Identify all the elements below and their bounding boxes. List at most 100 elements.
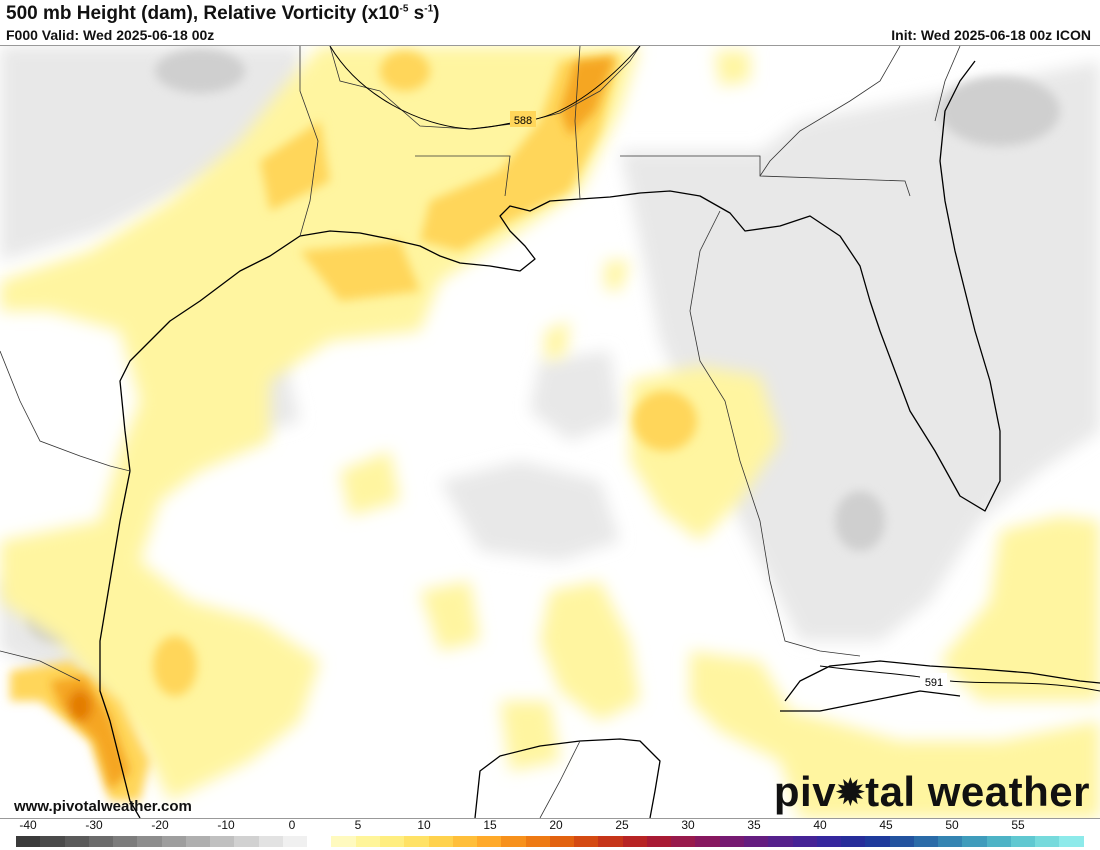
colorbar-tick-label: 25 <box>615 818 629 832</box>
colorbar-tick-label: 35 <box>747 818 761 832</box>
colorbar-swatch <box>1035 836 1060 847</box>
neg-area <box>0 46 300 261</box>
colorbar-swatch <box>768 836 793 847</box>
colorbar-swatch <box>331 836 356 847</box>
colorbar-swatch <box>574 836 599 847</box>
strong-core <box>68 690 92 722</box>
colorbar-tick-label: 30 <box>681 818 695 832</box>
pos-area <box>690 651 1100 818</box>
colorbar-swatch <box>307 836 332 847</box>
colorbar-swatch <box>743 836 769 847</box>
website-url[interactable]: www.pivotalweather.com <box>14 798 192 815</box>
contour-588-label-bg <box>510 111 536 127</box>
pos-area <box>605 261 630 291</box>
neg-core <box>835 491 885 551</box>
colorbar-swatch <box>137 836 162 847</box>
pos-area <box>940 516 1100 701</box>
neg-core <box>940 76 1060 146</box>
border <box>759 46 901 177</box>
border <box>415 155 511 197</box>
colorbar-swatch <box>64 836 89 847</box>
pos-area <box>545 321 570 361</box>
colorbar-tick-label: -10 <box>217 818 235 832</box>
colorbar-swatch <box>185 836 211 847</box>
colorbar-tick-label: 20 <box>549 818 563 832</box>
valid-time: F000 Valid: Wed 2025-06-18 00z <box>6 27 215 43</box>
colorbar-swatch <box>622 836 647 847</box>
colorbar-swatch <box>88 836 114 847</box>
colorbar-tick-label: -20 <box>151 818 169 832</box>
colorbar-swatch <box>16 836 41 847</box>
colorbar-swatch <box>210 836 235 847</box>
colorbar-swatch <box>913 836 939 847</box>
neg-area <box>530 351 620 441</box>
neg-area <box>440 461 620 561</box>
colorbar-swatch <box>889 836 914 847</box>
colorbar-tick-label: -40 <box>19 818 37 832</box>
border <box>574 46 581 200</box>
colorbar-swatch <box>841 836 866 847</box>
border <box>0 350 131 472</box>
border <box>539 740 581 818</box>
colorbar-swatch <box>40 836 65 847</box>
contour-588-line <box>329 46 641 130</box>
pos-area <box>715 51 750 86</box>
colorbar-swatch <box>719 836 744 847</box>
political-borders <box>0 46 961 818</box>
colorbar-swatch <box>234 836 259 847</box>
colorbar-swatch <box>282 836 308 847</box>
contour-591-label-bg <box>921 673 947 689</box>
colorbar-swatch <box>525 836 550 847</box>
colorbar-swatch <box>986 836 1011 847</box>
border <box>934 46 961 122</box>
map-title: 500 mb Height (dam), Relative Vorticity … <box>6 3 440 24</box>
colorbar-swatch <box>1010 836 1036 847</box>
colorbar <box>16 836 1084 847</box>
colorbar-tick-label: 0 <box>288 818 296 832</box>
colorbar-swatch <box>1059 836 1084 847</box>
pos-area <box>500 701 560 771</box>
colorbar-swatch <box>428 836 453 847</box>
colorbar-tick-label: 40 <box>813 818 827 832</box>
border <box>689 210 861 657</box>
pos-core <box>153 636 197 696</box>
strong-vorticity-cores <box>50 56 615 791</box>
init-time: Init: Wed 2025-06-18 00z ICON <box>891 27 1091 43</box>
colorbar-tick-label: 55 <box>1011 818 1025 832</box>
coastlines <box>99 60 1100 818</box>
neg-core <box>155 49 245 93</box>
pos-area <box>540 581 640 721</box>
colorbar-swatch <box>404 836 429 847</box>
colorbar-swatch <box>646 836 672 847</box>
colorbar-swatch <box>598 836 623 847</box>
pos-core <box>380 51 430 91</box>
colorbar-swatch <box>452 836 478 847</box>
colorbar-swatch <box>477 836 502 847</box>
colorbar-swatch <box>671 836 696 847</box>
mexico-coast <box>99 470 141 818</box>
pos-area <box>420 581 480 651</box>
colorbar-swatch <box>695 836 720 847</box>
colorbar-tick-label: 10 <box>417 818 431 832</box>
pos-core <box>300 241 420 301</box>
brand-logo: piv✹tal weather <box>773 768 1090 815</box>
colorbar-tick-label: -30 <box>85 818 103 832</box>
weather-map: 588 591 <box>0 45 1100 819</box>
colorbar-tick-label: 15 <box>483 818 497 832</box>
colorbar-swatch <box>549 836 575 847</box>
colorbar-swatch <box>501 836 526 847</box>
colorbar-tick-label: 45 <box>879 818 893 832</box>
gear-icon: ✹ <box>836 774 866 812</box>
colorbar-swatch <box>113 836 138 847</box>
contour-588-label: 588 <box>514 115 532 127</box>
height-contours: 588 591 <box>329 46 1100 692</box>
pos-core <box>260 121 330 211</box>
colorbar-tick-label: 50 <box>945 818 959 832</box>
colorbar-swatch <box>258 836 283 847</box>
colorbar-swatch <box>792 836 817 847</box>
colorbar-swatch <box>379 836 405 847</box>
colorbar-tick-label: 5 <box>354 818 362 832</box>
colorbar-swatch <box>865 836 890 847</box>
colorbar-swatch <box>161 836 186 847</box>
cuba-coast <box>784 660 1100 702</box>
